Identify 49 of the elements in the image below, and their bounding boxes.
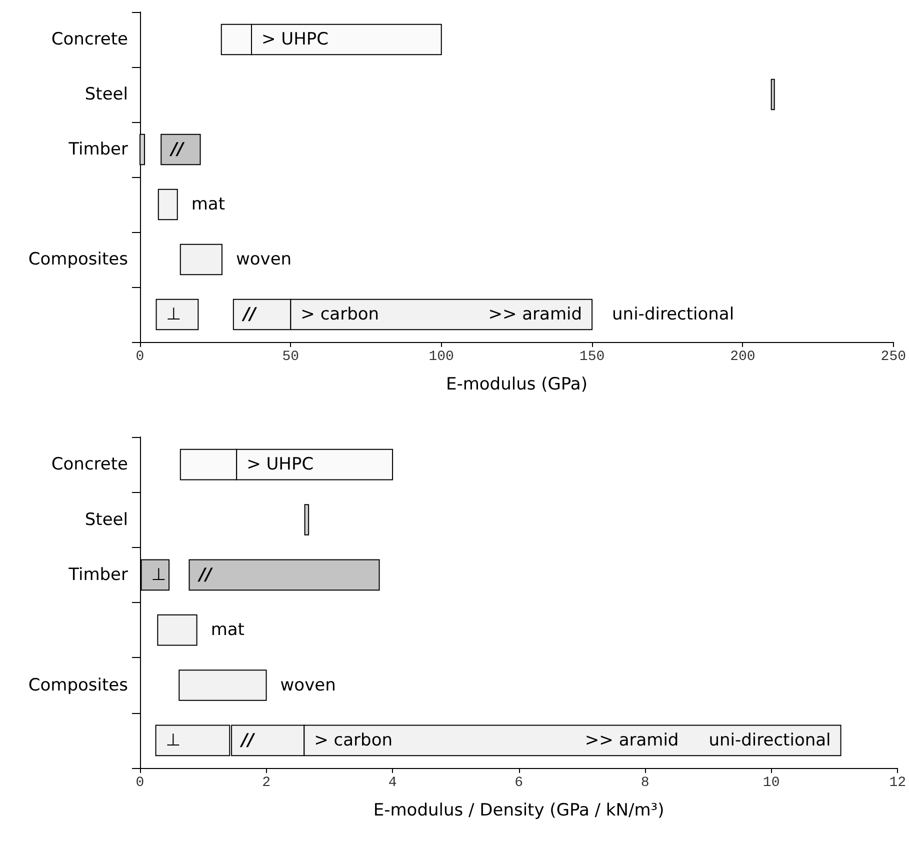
x-tick-label: 2	[262, 775, 270, 791]
y-tick-label: Composites	[28, 675, 128, 696]
y-tick-label: Timber	[68, 564, 128, 585]
data-label: ⊥	[166, 730, 181, 750]
data-label: > carbon	[314, 730, 393, 750]
y-tick-label: Composites	[28, 250, 128, 270]
x-axis-title: E-modulus (GPa)	[446, 374, 588, 394]
bar	[178, 670, 267, 701]
y-tick-label: Timber	[68, 140, 128, 160]
data-label: //	[240, 730, 256, 750]
series-label: woven	[280, 675, 336, 696]
y-tick-label: Steel	[84, 84, 128, 104]
annotation: uni-directional	[612, 304, 734, 324]
y-tick-label: Concrete	[51, 454, 128, 475]
bar	[158, 188, 178, 220]
annotation: >> aramid	[584, 730, 679, 750]
data-label: //	[197, 564, 214, 585]
x-tick-label: 50	[282, 349, 300, 365]
bar	[180, 244, 222, 276]
data-label: > carbon	[300, 304, 380, 324]
x-tick-label: 0	[136, 775, 144, 791]
x-tick-label: 4	[388, 775, 397, 791]
y-tick-label: Steel	[84, 510, 128, 530]
data-label: //	[169, 140, 186, 160]
annotation: uni-directional	[708, 730, 831, 750]
data-label: //	[241, 304, 258, 324]
bar	[160, 134, 201, 166]
x-tick-label: 8	[640, 775, 650, 791]
x-axis-title: E-modulus / Density (GPa / kN/m³)	[373, 800, 664, 820]
data-label: ⊥	[151, 564, 166, 585]
x-tick-label: 0	[136, 349, 144, 365]
annotation: >> aramid	[488, 304, 582, 324]
x-tick-label: 12	[889, 775, 906, 791]
x-tick-label: 200	[730, 349, 756, 365]
data-label: > UHPC	[246, 454, 314, 475]
bar	[304, 504, 310, 536]
series-label: mat	[191, 194, 226, 214]
y-tick-label: Concrete	[51, 30, 128, 50]
x-tick-label: 150	[579, 349, 605, 365]
bar	[157, 614, 198, 646]
x-tick-label: 250	[880, 349, 906, 365]
x-tick-label: 10	[762, 775, 780, 791]
x-tick-label: 6	[514, 775, 523, 791]
x-tick-label: 100	[428, 349, 454, 365]
series-label: mat	[210, 620, 245, 640]
bar	[770, 78, 775, 110]
data-label: ⊥	[166, 304, 182, 324]
series-label: woven	[236, 250, 292, 270]
data-label: > UHPC	[262, 30, 329, 50]
